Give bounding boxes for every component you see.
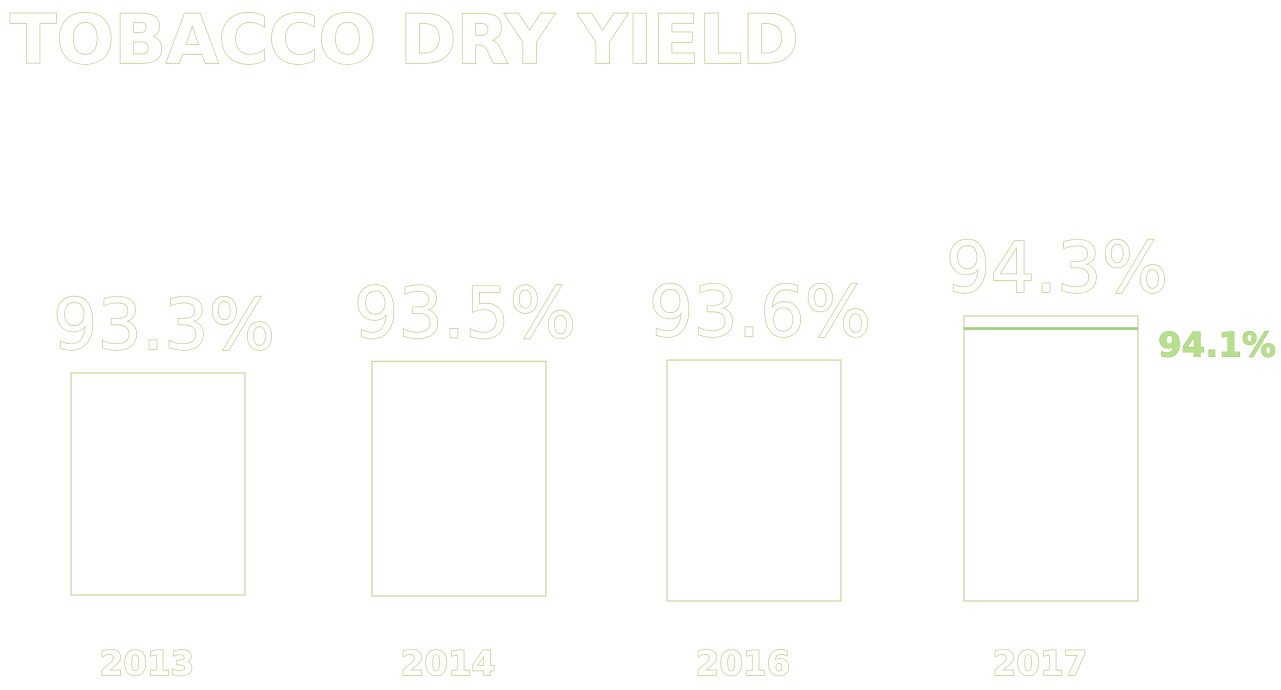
value-label-2014: 93.5% [354, 272, 576, 354]
chart-title: TOBACCO DRY YIELD [10, 1, 799, 80]
year-label-2013: 2013 [100, 644, 195, 684]
year-label-2016: 2016 [696, 644, 791, 684]
bars-layer: 93.3% 2013 93.5% 2014 93.6% 2016 94.3% 2017 94.1… [52, 226, 1276, 684]
bar-2013 [70, 372, 246, 596]
value-label-2017: 94.3% [946, 227, 1168, 309]
value-label-2013: 93.3% [53, 284, 275, 366]
value-label-2016: 93.6% [649, 271, 871, 353]
bar-2017 [963, 315, 1139, 602]
bar-2016 [666, 359, 842, 602]
year-label-2017: 2017 [993, 644, 1088, 684]
bar-2014 [371, 360, 547, 597]
year-label-2014: 2014 [401, 644, 496, 684]
target-label-2017: 94.1% [1158, 326, 1276, 366]
